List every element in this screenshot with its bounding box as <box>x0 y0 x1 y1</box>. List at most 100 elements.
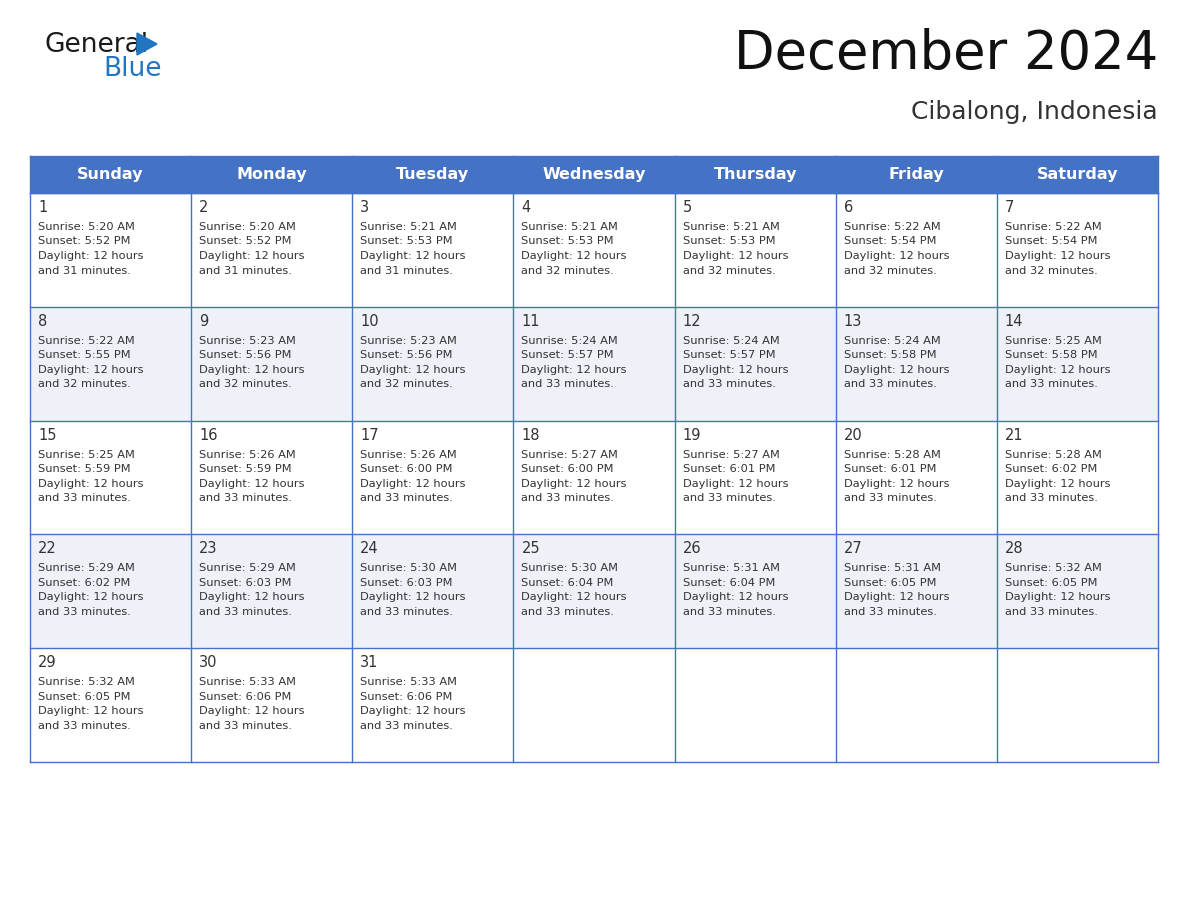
Text: and 33 minutes.: and 33 minutes. <box>1005 379 1098 389</box>
Text: and 32 minutes.: and 32 minutes. <box>683 265 776 275</box>
Text: Sunset: 6:02 PM: Sunset: 6:02 PM <box>1005 465 1098 474</box>
Text: 7: 7 <box>1005 200 1015 215</box>
Text: 14: 14 <box>1005 314 1023 329</box>
Text: 2: 2 <box>200 200 209 215</box>
Text: Daylight: 12 hours: Daylight: 12 hours <box>200 364 304 375</box>
Text: 30: 30 <box>200 655 217 670</box>
Text: Sunrise: 5:24 AM: Sunrise: 5:24 AM <box>843 336 941 346</box>
Text: Sunset: 6:03 PM: Sunset: 6:03 PM <box>360 578 453 588</box>
Text: Daylight: 12 hours: Daylight: 12 hours <box>360 706 466 716</box>
Text: Cibalong, Indonesia: Cibalong, Indonesia <box>911 100 1158 124</box>
Text: Sunrise: 5:29 AM: Sunrise: 5:29 AM <box>200 564 296 574</box>
Text: Sunset: 5:54 PM: Sunset: 5:54 PM <box>843 237 936 247</box>
Text: Sunset: 6:01 PM: Sunset: 6:01 PM <box>683 465 775 474</box>
Text: Daylight: 12 hours: Daylight: 12 hours <box>200 251 304 261</box>
Text: 8: 8 <box>38 314 48 329</box>
Text: and 33 minutes.: and 33 minutes. <box>360 607 453 617</box>
Text: Sunrise: 5:30 AM: Sunrise: 5:30 AM <box>360 564 457 574</box>
Text: Sunrise: 5:33 AM: Sunrise: 5:33 AM <box>200 677 296 688</box>
Text: Sunrise: 5:24 AM: Sunrise: 5:24 AM <box>522 336 618 346</box>
Text: Monday: Monday <box>236 167 307 182</box>
Text: Blue: Blue <box>103 56 162 82</box>
Text: Sunrise: 5:32 AM: Sunrise: 5:32 AM <box>38 677 135 688</box>
Text: 12: 12 <box>683 314 701 329</box>
Text: Daylight: 12 hours: Daylight: 12 hours <box>1005 478 1111 488</box>
Text: 21: 21 <box>1005 428 1024 442</box>
Text: 6: 6 <box>843 200 853 215</box>
Text: Sunrise: 5:26 AM: Sunrise: 5:26 AM <box>200 450 296 460</box>
Text: Daylight: 12 hours: Daylight: 12 hours <box>522 478 627 488</box>
Text: Sunset: 5:52 PM: Sunset: 5:52 PM <box>200 237 291 247</box>
Text: and 33 minutes.: and 33 minutes. <box>1005 607 1098 617</box>
Bar <box>30 156 1158 193</box>
Text: Daylight: 12 hours: Daylight: 12 hours <box>360 251 466 261</box>
Text: 4: 4 <box>522 200 531 215</box>
Text: 26: 26 <box>683 542 701 556</box>
Text: 28: 28 <box>1005 542 1024 556</box>
Text: Thursday: Thursday <box>713 167 797 182</box>
Text: and 33 minutes.: and 33 minutes. <box>522 607 614 617</box>
Text: Sunset: 5:56 PM: Sunset: 5:56 PM <box>200 351 291 360</box>
Text: and 33 minutes.: and 33 minutes. <box>683 607 776 617</box>
Text: Daylight: 12 hours: Daylight: 12 hours <box>683 478 788 488</box>
Text: Sunset: 6:04 PM: Sunset: 6:04 PM <box>683 578 775 588</box>
Text: Daylight: 12 hours: Daylight: 12 hours <box>843 478 949 488</box>
Text: Sunset: 5:58 PM: Sunset: 5:58 PM <box>843 351 936 360</box>
Text: Daylight: 12 hours: Daylight: 12 hours <box>200 478 304 488</box>
Text: Saturday: Saturday <box>1037 167 1118 182</box>
Text: Daylight: 12 hours: Daylight: 12 hours <box>522 592 627 602</box>
Text: Sunset: 6:05 PM: Sunset: 6:05 PM <box>38 691 131 701</box>
Text: Sunrise: 5:21 AM: Sunrise: 5:21 AM <box>522 222 618 232</box>
Text: Tuesday: Tuesday <box>397 167 469 182</box>
Text: Daylight: 12 hours: Daylight: 12 hours <box>1005 592 1111 602</box>
Text: and 33 minutes.: and 33 minutes. <box>38 721 131 731</box>
Text: 31: 31 <box>360 655 379 670</box>
Text: Sunrise: 5:27 AM: Sunrise: 5:27 AM <box>522 450 618 460</box>
Text: and 33 minutes.: and 33 minutes. <box>683 493 776 503</box>
Text: Daylight: 12 hours: Daylight: 12 hours <box>200 706 304 716</box>
Text: Sunset: 6:04 PM: Sunset: 6:04 PM <box>522 578 614 588</box>
Text: Daylight: 12 hours: Daylight: 12 hours <box>843 251 949 261</box>
Text: Sunset: 5:59 PM: Sunset: 5:59 PM <box>200 465 292 474</box>
Polygon shape <box>137 33 157 55</box>
Text: 16: 16 <box>200 428 217 442</box>
Text: Sunrise: 5:30 AM: Sunrise: 5:30 AM <box>522 564 619 574</box>
Text: and 32 minutes.: and 32 minutes. <box>1005 265 1098 275</box>
Text: Sunset: 5:53 PM: Sunset: 5:53 PM <box>360 237 453 247</box>
Text: and 32 minutes.: and 32 minutes. <box>522 265 614 275</box>
Text: Sunrise: 5:22 AM: Sunrise: 5:22 AM <box>1005 222 1101 232</box>
Text: General: General <box>45 32 150 58</box>
Text: and 33 minutes.: and 33 minutes. <box>38 493 131 503</box>
Text: and 33 minutes.: and 33 minutes. <box>200 721 292 731</box>
Text: Daylight: 12 hours: Daylight: 12 hours <box>360 478 466 488</box>
Text: Sunrise: 5:20 AM: Sunrise: 5:20 AM <box>200 222 296 232</box>
Text: and 32 minutes.: and 32 minutes. <box>360 379 453 389</box>
Text: and 31 minutes.: and 31 minutes. <box>200 265 292 275</box>
Bar <box>30 307 1158 420</box>
Text: 3: 3 <box>360 200 369 215</box>
Text: Sunrise: 5:25 AM: Sunrise: 5:25 AM <box>38 450 135 460</box>
Text: 1: 1 <box>38 200 48 215</box>
Text: 25: 25 <box>522 542 541 556</box>
Text: Sunrise: 5:20 AM: Sunrise: 5:20 AM <box>38 222 135 232</box>
Text: Daylight: 12 hours: Daylight: 12 hours <box>1005 251 1111 261</box>
Text: 11: 11 <box>522 314 539 329</box>
Text: Sunset: 6:06 PM: Sunset: 6:06 PM <box>360 691 453 701</box>
Text: Daylight: 12 hours: Daylight: 12 hours <box>522 251 627 261</box>
Text: 13: 13 <box>843 314 862 329</box>
Text: Sunrise: 5:31 AM: Sunrise: 5:31 AM <box>683 564 779 574</box>
Text: 19: 19 <box>683 428 701 442</box>
Text: Sunrise: 5:28 AM: Sunrise: 5:28 AM <box>1005 450 1101 460</box>
Text: Daylight: 12 hours: Daylight: 12 hours <box>843 364 949 375</box>
Text: Daylight: 12 hours: Daylight: 12 hours <box>38 592 144 602</box>
Text: 24: 24 <box>360 542 379 556</box>
Text: Sunrise: 5:22 AM: Sunrise: 5:22 AM <box>38 336 134 346</box>
Text: Sunrise: 5:28 AM: Sunrise: 5:28 AM <box>843 450 941 460</box>
Text: Sunset: 5:57 PM: Sunset: 5:57 PM <box>522 351 614 360</box>
Text: Sunset: 5:52 PM: Sunset: 5:52 PM <box>38 237 131 247</box>
Text: Sunset: 5:57 PM: Sunset: 5:57 PM <box>683 351 776 360</box>
Text: and 33 minutes.: and 33 minutes. <box>200 493 292 503</box>
Text: Sunset: 6:03 PM: Sunset: 6:03 PM <box>200 578 291 588</box>
Text: Sunset: 6:02 PM: Sunset: 6:02 PM <box>38 578 131 588</box>
Text: 22: 22 <box>38 542 57 556</box>
